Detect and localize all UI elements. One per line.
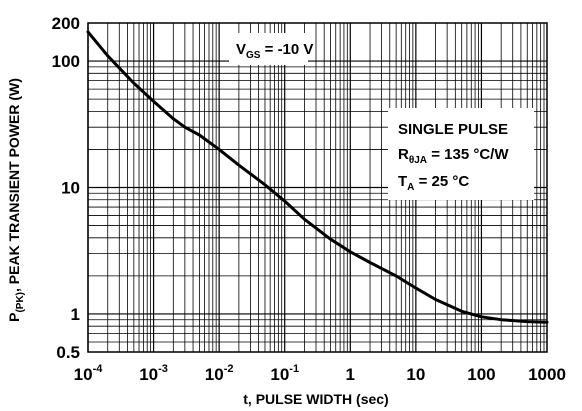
plot-frame: [87, 22, 548, 353]
y-axis-title-rest: , PEAK TRANSIENT POWER (W): [6, 78, 22, 292]
ta-label-main: T: [398, 173, 407, 190]
x-tick-label: 1: [346, 365, 355, 384]
conditions-box: [388, 108, 534, 200]
vgs-label-main: V: [236, 41, 246, 58]
x-tick-label: 10: [406, 365, 425, 384]
y-axis-title-sub: (PK): [15, 292, 26, 313]
x-tick-label: 10-1: [270, 363, 299, 384]
y-tick-label: 100: [52, 52, 80, 71]
x-tick-base: 10: [139, 365, 158, 384]
x-tick-label: 10-4: [74, 363, 104, 384]
y-tick-label: 0.5: [56, 343, 80, 362]
rthja-label-rest: = 135 °C/W: [427, 146, 509, 163]
x-tick-labels: 10-4 10-3 10-2 10-1 1 10 100 1000: [74, 363, 566, 384]
x-tick-base: 10: [205, 365, 224, 384]
y-tick-label: 10: [61, 179, 80, 198]
x-tick-label: 100: [467, 365, 495, 384]
grid-lines: [87, 22, 547, 353]
ta-label-rest: = 25 °C: [414, 173, 469, 190]
x-tick-base: 1000: [528, 365, 566, 384]
x-tick-base: 10: [406, 365, 425, 384]
y-axis-title-main: P: [6, 313, 22, 322]
ta-label: TA = 25 °C: [398, 173, 469, 193]
x-tick-label: 10-3: [139, 363, 168, 384]
power-curve: [86, 30, 549, 324]
x-tick-exponent: -3: [158, 363, 168, 375]
y-tick-label: 200: [52, 14, 80, 33]
vgs-label-box: [229, 33, 308, 65]
vgs-label-rest: = -10 V: [260, 41, 313, 58]
y-axis-title: P(PK), PEAK TRANSIENT POWER (W): [6, 78, 26, 322]
x-tick-base: 100: [467, 365, 495, 384]
ta-label-sub: A: [407, 182, 414, 193]
y-tick-label: 1: [71, 305, 80, 324]
x-tick-exponent: -2: [224, 363, 234, 375]
x-axis-title: t, PULSE WIDTH (sec): [243, 391, 388, 407]
x-tick-label: 10-2: [205, 363, 234, 384]
single-pulse-label: SINGLE PULSE: [398, 121, 508, 138]
x-tick-exponent: -1: [289, 363, 299, 375]
rthja-label: RθJA = 135 °C/W: [398, 146, 509, 166]
rthja-label-sub: θJA: [409, 155, 427, 166]
x-tick-label: 1000: [528, 365, 566, 384]
x-tick-exponent: -4: [93, 363, 104, 375]
x-tick-base: 1: [346, 365, 355, 384]
vgs-label-sub: GS: [246, 50, 261, 61]
rthja-label-main: R: [398, 146, 409, 163]
y-tick-labels: 0.5 1 10 100 200: [52, 14, 80, 362]
x-tick-base: 10: [270, 365, 289, 384]
x-tick-base: 10: [74, 365, 93, 384]
vgs-label: VGS = -10 V: [236, 41, 313, 61]
